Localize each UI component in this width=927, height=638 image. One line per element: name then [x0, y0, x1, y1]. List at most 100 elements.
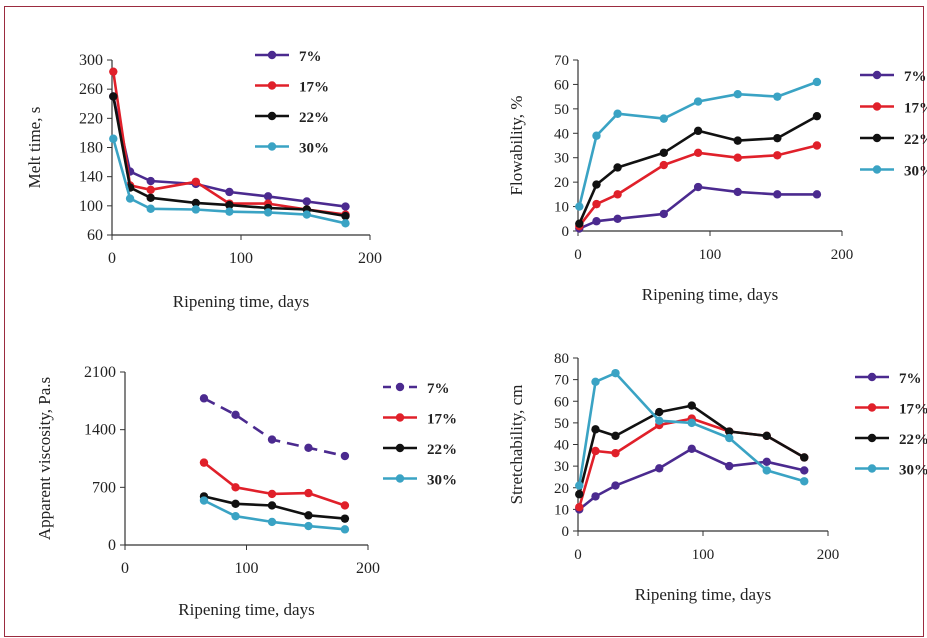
data-point	[687, 418, 696, 428]
series-7pct	[575, 444, 809, 514]
x-axis-label: Ripening time, days	[178, 600, 314, 619]
data-point	[575, 503, 584, 512]
data-point	[773, 92, 782, 101]
x-tick-label: 0	[574, 547, 582, 563]
data-point	[225, 200, 234, 210]
series-17pct	[575, 141, 822, 231]
chart-panel-2: 0 10 20 30 40 50 60 70 0 100 200 Ripening time, day…	[507, 53, 927, 304]
y-tick-label: 60	[87, 227, 103, 244]
y-tick-label: 70	[554, 53, 569, 69]
data-point	[109, 67, 118, 76]
y-tick-label: 220	[79, 110, 103, 127]
y-tick-label: 180	[79, 140, 103, 157]
series-line	[203, 461, 346, 507]
data-point	[146, 176, 155, 186]
legend-swatch-marker	[395, 474, 405, 483]
legend-swatch-marker	[395, 382, 405, 392]
legend-swatch-marker	[867, 464, 877, 473]
data-point	[341, 211, 350, 221]
data-point	[725, 427, 734, 436]
legend-label: 30%	[904, 164, 927, 180]
legend-swatch-marker	[867, 403, 877, 412]
y-tick-label: 260	[79, 81, 103, 98]
data-point	[611, 448, 620, 458]
data-point	[611, 431, 620, 441]
x-tick-label: 100	[692, 547, 715, 563]
data-point	[591, 377, 600, 386]
legend-label: 17%	[904, 101, 927, 117]
x-axis-label: Ripening time, days	[642, 285, 778, 304]
legend-swatch-marker	[872, 133, 882, 143]
data-point	[225, 207, 234, 216]
data-point	[304, 521, 313, 531]
data-point	[659, 114, 668, 123]
data-point	[687, 444, 696, 454]
series-30pct	[109, 134, 350, 228]
data-point	[693, 126, 703, 136]
x-tick-label: 200	[356, 560, 380, 577]
data-point	[340, 514, 350, 523]
data-point	[146, 185, 155, 194]
y-tick-label: 50	[554, 102, 569, 118]
data-point	[199, 458, 209, 467]
data-point	[733, 136, 742, 145]
legend-swatch-marker	[395, 443, 405, 453]
chart-panel-4: 0 10 20 30 40 50 60 70 80 0 100 200 Ripening time, d…	[507, 351, 927, 604]
data-point	[125, 194, 135, 203]
series-line	[203, 397, 346, 458]
legend-label: 22%	[899, 432, 927, 448]
x-axis-label: Ripening time, days	[635, 585, 771, 604]
data-point	[733, 90, 742, 99]
figure-frame	[4, 6, 924, 637]
data-point	[613, 109, 622, 118]
data-point	[591, 446, 600, 456]
legend-swatch-marker	[872, 102, 882, 111]
data-point	[267, 501, 277, 510]
series-line	[578, 115, 818, 225]
y-tick-label: 20	[554, 481, 569, 497]
data-point	[613, 190, 622, 199]
legend-label: 22%	[904, 132, 927, 148]
x-tick-label: 200	[831, 247, 854, 263]
data-point	[199, 394, 209, 403]
data-point	[800, 453, 809, 462]
data-point	[231, 511, 240, 521]
y-tick-label: 60	[554, 77, 569, 93]
data-point	[267, 517, 277, 527]
data-point	[146, 193, 155, 203]
data-point	[575, 202, 584, 211]
data-point	[231, 410, 240, 420]
y-axis-label: Melt time, s	[25, 107, 44, 189]
legend-label: 7%	[299, 49, 322, 65]
data-point	[302, 210, 311, 219]
legend-label: 22%	[427, 442, 457, 458]
data-point	[109, 134, 118, 143]
data-point	[800, 477, 809, 486]
legend-swatch-marker	[267, 111, 277, 121]
x-axis-label: Ripening time, days	[173, 292, 309, 311]
y-tick-label: 20	[554, 175, 569, 191]
legend-swatch-marker	[867, 433, 877, 443]
y-tick-label: 40	[554, 438, 569, 454]
data-point	[725, 461, 734, 471]
data-point	[575, 481, 584, 490]
y-tick-label: 80	[554, 351, 569, 367]
x-tick-label: 0	[574, 247, 582, 263]
data-point	[812, 141, 822, 150]
y-axis-label: Stretchability, cm	[507, 385, 526, 505]
data-point	[304, 443, 313, 452]
data-point	[591, 492, 600, 501]
y-tick-label: 30	[554, 459, 569, 475]
data-point	[231, 499, 240, 509]
data-point	[592, 217, 601, 226]
legend-label: 17%	[899, 402, 927, 418]
legend-swatch-marker	[267, 50, 277, 60]
data-point	[659, 148, 668, 158]
data-point	[693, 182, 703, 192]
y-tick-label: 140	[79, 169, 103, 186]
y-tick-label: 10	[554, 200, 569, 216]
y-axis-label: Flowability, %	[507, 96, 526, 196]
data-point	[655, 416, 664, 425]
data-point	[655, 407, 664, 417]
legend-label: 7%	[899, 371, 922, 387]
